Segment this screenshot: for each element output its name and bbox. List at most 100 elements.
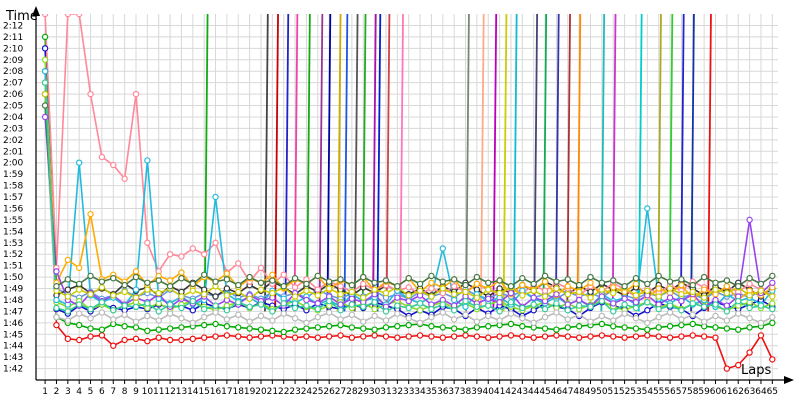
data-point (280, 310, 287, 317)
data-point (53, 283, 60, 290)
data-point (405, 321, 412, 329)
data-point (371, 312, 378, 320)
y-tick-label: 2:05 (3, 102, 23, 112)
series-spike (306, 14, 311, 312)
data-point (712, 301, 719, 308)
x-tick-label: 62 (733, 387, 744, 397)
x-tick-label: 7 (110, 387, 116, 397)
data-point (337, 307, 344, 314)
data-point (337, 316, 344, 323)
data-point (575, 302, 583, 309)
x-tick-label: 14 (187, 387, 199, 397)
data-point (416, 300, 424, 307)
series-spike (326, 14, 332, 312)
y-tick-label: 1:57 (3, 193, 23, 203)
data-point (541, 313, 549, 321)
data-point (610, 277, 617, 284)
x-tick-label: 64 (755, 387, 767, 397)
data-point (314, 324, 322, 331)
data-point (382, 277, 390, 284)
data-point (553, 332, 560, 339)
data-point (41, 113, 49, 121)
data-point (166, 250, 174, 258)
data-point (132, 90, 140, 98)
x-tick-label: 18 (233, 387, 245, 397)
series-spike (372, 14, 377, 312)
data-point (485, 334, 492, 341)
data-point (644, 319, 651, 327)
data-point (291, 304, 299, 312)
data-point (666, 302, 674, 309)
data-point (200, 271, 208, 278)
x-tick-label: 35 (426, 387, 437, 397)
x-tick-label: 15 (198, 387, 209, 397)
data-point (360, 303, 367, 310)
data-point (223, 332, 231, 339)
y-tick-label: 2:06 (3, 90, 23, 100)
x-tick-label: 34 (414, 387, 426, 397)
data-point (496, 333, 503, 340)
series-spike (668, 14, 674, 312)
data-point (621, 283, 628, 290)
data-point (110, 275, 117, 282)
data-point (746, 216, 753, 224)
data-point (632, 315, 640, 322)
x-tick-label: 48 (573, 387, 585, 397)
data-point (371, 279, 378, 286)
data-point (416, 307, 424, 314)
x-tick-label: 43 (517, 387, 528, 397)
x-tick-label: 49 (585, 387, 597, 397)
data-point (689, 288, 696, 296)
data-point (405, 333, 412, 340)
x-tick-label: 25 (312, 387, 323, 397)
data-point (235, 288, 242, 296)
data-point (553, 278, 560, 285)
data-point (303, 287, 310, 294)
data-point (53, 321, 60, 329)
data-point (64, 317, 72, 324)
data-point (610, 323, 617, 330)
data-point (98, 284, 106, 291)
data-point (496, 289, 503, 297)
x-tick-label: 39 (471, 387, 483, 397)
y-tick-label: 2:04 (3, 113, 23, 123)
series-spike (318, 14, 324, 312)
data-point (325, 278, 333, 285)
data-point (462, 297, 469, 305)
data-point (598, 320, 606, 328)
y-tick-label: 2:01 (3, 147, 23, 157)
data-point (541, 305, 549, 313)
data-point (121, 302, 128, 309)
data-point (575, 323, 583, 330)
x-tick-label: 9 (133, 387, 139, 397)
data-point (257, 301, 265, 308)
series-spike (554, 14, 560, 312)
data-point (666, 294, 674, 301)
data-point (166, 277, 174, 284)
x-axis-title: Laps (741, 363, 771, 378)
x-tick-label: 3 (65, 387, 71, 397)
data-point (166, 283, 174, 290)
data-point (360, 318, 367, 325)
data-point (689, 311, 696, 319)
data-point (405, 297, 412, 305)
data-point (87, 333, 94, 340)
data-point (712, 286, 719, 293)
data-point (746, 324, 753, 331)
data-point (621, 295, 628, 302)
x-tick-label: 11 (153, 387, 164, 397)
series-spike (542, 14, 548, 312)
data-point (348, 324, 356, 331)
data-point (496, 299, 503, 306)
data-point (314, 334, 322, 341)
data-point (132, 324, 140, 331)
series-spike (566, 14, 571, 312)
data-point (735, 361, 742, 369)
x-tick-label: 36 (437, 387, 449, 397)
data-point (689, 320, 696, 328)
data-point (64, 14, 72, 18)
y-tick-labels: 1:42 1:431:44 1:451:46 1:471:481:49 1:501:51… (3, 21, 23, 374)
data-point (87, 325, 94, 332)
data-point (121, 323, 128, 330)
